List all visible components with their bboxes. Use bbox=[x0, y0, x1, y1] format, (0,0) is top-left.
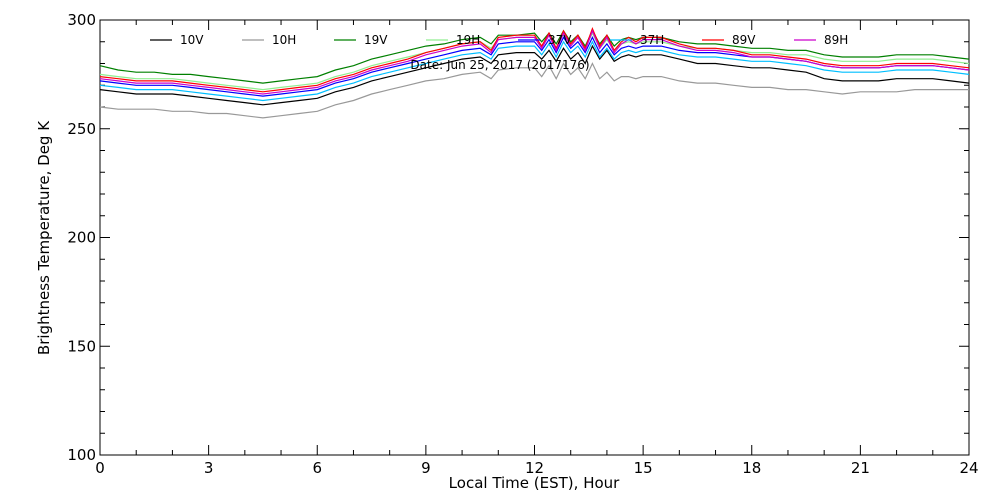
legend-label: 89H bbox=[824, 33, 848, 47]
y-axis-title: Brightness Temperature, Deg K bbox=[35, 120, 53, 355]
series-line-89h bbox=[99, 29, 970, 95]
legend: 10V 10H 19V 19H 37V 37H 89V 89H bbox=[150, 33, 848, 47]
legend-label: 37H bbox=[640, 33, 664, 47]
axis-ticks: 0 3 6 9 12 15 18 21 24 100 150 200 250 300 bbox=[67, 11, 978, 477]
x-tick-label: 18 bbox=[742, 459, 761, 477]
y-tick-label: 200 bbox=[67, 229, 96, 247]
legend-label: 10V bbox=[180, 33, 204, 47]
legend-label: 19H bbox=[456, 33, 480, 47]
legend-label: 10H bbox=[272, 33, 296, 47]
series-line-10v bbox=[99, 44, 970, 106]
x-tick-label: 3 bbox=[204, 459, 214, 477]
series-lines bbox=[99, 27, 970, 119]
x-tick-label: 6 bbox=[312, 459, 322, 477]
legend-label: 19V bbox=[364, 33, 388, 47]
x-axis-title: Local Time (EST), Hour bbox=[449, 474, 620, 492]
legend-label: 89V bbox=[732, 33, 756, 47]
y-tick-label: 100 bbox=[67, 446, 96, 464]
series-line-10h bbox=[99, 62, 969, 119]
x-tick-label: 0 bbox=[95, 459, 105, 477]
x-tick-label: 15 bbox=[634, 459, 653, 477]
y-tick-label: 250 bbox=[67, 120, 96, 138]
series-line-89v bbox=[99, 27, 970, 93]
y-tick-label: 300 bbox=[67, 11, 96, 29]
y-tick-label: 150 bbox=[67, 337, 96, 355]
x-tick-label: 9 bbox=[421, 459, 431, 477]
legend-label: 37V bbox=[548, 33, 572, 47]
series-line-37h bbox=[99, 40, 970, 102]
x-tick-label: 12 bbox=[525, 459, 544, 477]
date-annotation: Date: Jun 25, 2017 (2017176) bbox=[410, 58, 589, 72]
x-tick-label: 24 bbox=[959, 459, 978, 477]
x-tick-label: 21 bbox=[851, 459, 870, 477]
